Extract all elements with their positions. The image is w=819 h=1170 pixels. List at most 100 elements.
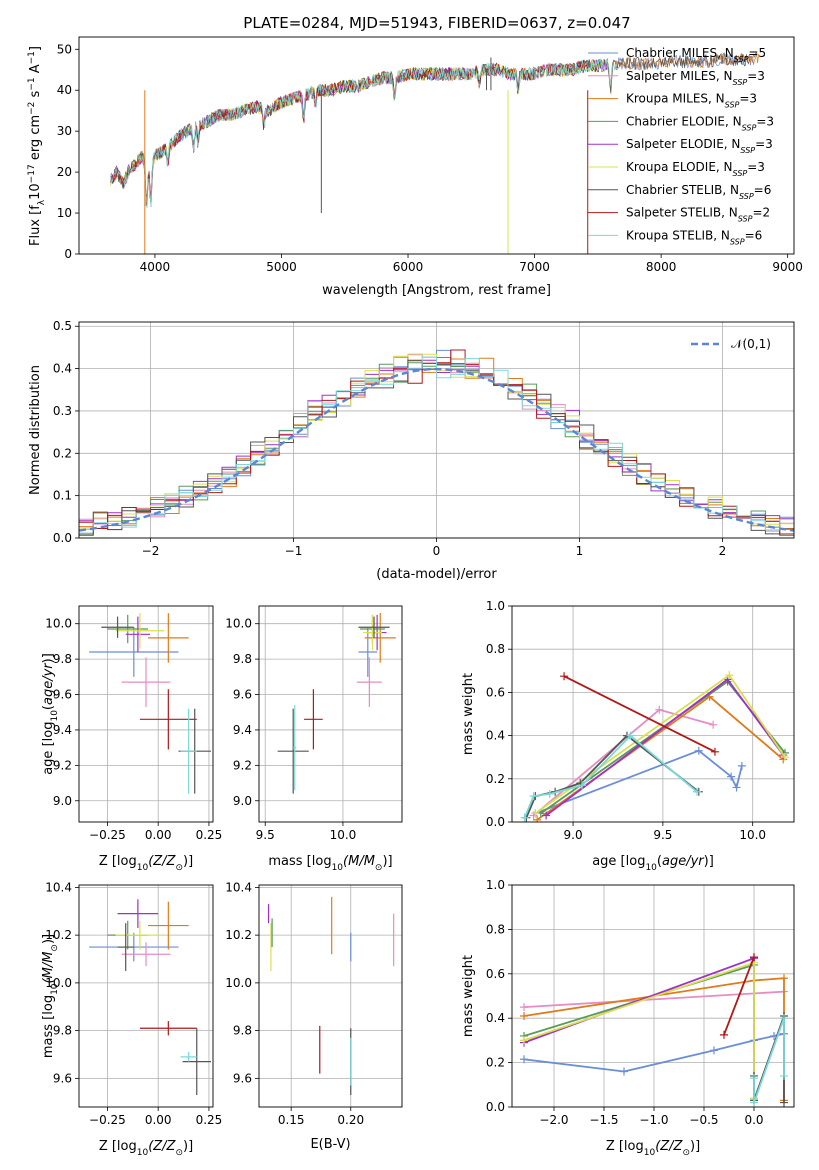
y-axis-label-part: age [log [41, 722, 56, 775]
y-tick-label: 0.6 [486, 685, 505, 699]
x-axis-label-part: ⊙ [682, 1148, 690, 1158]
y-tick-label: 9.8 [53, 1024, 72, 1038]
series-point-0 [694, 746, 703, 755]
x-axis-label-part: (M/M [343, 854, 375, 869]
x-axis-label-part: ⊙ [375, 863, 383, 873]
y-tick-label: 9.2 [53, 758, 72, 772]
series-point-0 [710, 1046, 718, 1055]
legend-nssp: =3 [747, 160, 765, 174]
series-line-0 [535, 749, 743, 815]
y-tick-label: 9.8 [233, 652, 252, 666]
series-point-1 [655, 705, 664, 714]
axes-frame [511, 605, 795, 823]
y-tick-label: 40 [57, 83, 72, 97]
panel-mass-weight-vs-Z: −2.0 −1.5 −1.0 −0.5 0.0 0.0 0.2 0.4 0.6 0.8 1.0 Z [… [461, 878, 795, 1158]
plot-area [79, 322, 794, 538]
y-tick-label: 0.8 [486, 642, 505, 656]
y-tick-label: 10 [57, 206, 72, 220]
series-point-8 [529, 792, 538, 801]
legend-name: Chabrier ELODIE, N [626, 114, 742, 128]
y-axis-label-part: ( [41, 705, 56, 710]
series-point-0 [732, 783, 741, 792]
legend-label-2: Kroupa MILES, NSSP=3 [626, 92, 757, 110]
y-axis-label-part: ] [28, 46, 43, 51]
y-tick-label: 0.8 [486, 922, 505, 936]
legend-label-8: Kroupa STELIB, NSSP=6 [626, 228, 762, 246]
x-axis-label-part: 10 [137, 1148, 149, 1158]
y-tick-label: 9.2 [233, 758, 252, 772]
plot-area [512, 885, 794, 1107]
x-axis-label-part: age/yr [662, 854, 705, 869]
x-axis-label-part: )] [382, 854, 392, 869]
x-axis-label-part: 10 [644, 1148, 656, 1158]
y-tick-label: 10.2 [225, 928, 252, 942]
legend-nssp: =3 [756, 114, 774, 128]
y-tick-label: 20 [57, 165, 72, 179]
x-tick-label: −1.0 [639, 1113, 668, 1127]
y-tick-label: 0.0 [486, 815, 505, 829]
x-tick-label: 5000 [266, 260, 297, 274]
x-tick-label: 4000 [140, 260, 171, 274]
y-tick-label: 9.4 [53, 723, 72, 737]
legend-label-7: Salpeter STELIB, NSSP=2 [626, 206, 770, 224]
legend-nssp: =3 [747, 69, 765, 83]
plot-area [79, 885, 213, 1107]
y-axis-label-part: 10 [50, 710, 60, 722]
x-axis-label: age [log10(age/yr)] [592, 854, 714, 873]
legend-name: Salpeter STELIB, N [626, 206, 738, 220]
x-tick-label: 2 [719, 544, 727, 558]
series-point-1 [709, 720, 718, 729]
x-axis-label-part: (Z/Z [148, 854, 176, 869]
legend-sub: SSP [733, 77, 748, 86]
series-point-2 [520, 1011, 528, 1020]
series-point-8 [780, 1014, 788, 1023]
series-point-0 [520, 1055, 528, 1064]
series-point-0 [620, 1067, 628, 1076]
legend-nssp: =6 [754, 183, 772, 197]
y-tick-label: 0.4 [486, 729, 505, 743]
x-tick-label: 6000 [393, 260, 424, 274]
x-tick-label: 0.15 [278, 1113, 305, 1127]
series-point-8 [750, 1074, 758, 1083]
y-tick-label: 10.0 [45, 976, 72, 990]
legend-name: Salpeter MILES, N [626, 69, 733, 83]
y-tick-label: 0.2 [486, 772, 505, 786]
legend-nssp: =3 [755, 137, 773, 151]
series-point-0 [727, 772, 736, 781]
series-point-8 [578, 781, 587, 790]
series-line-8 [753, 1017, 785, 1103]
y-axis-label: age [log10(age/yr)] [41, 653, 60, 775]
legend-label-6: Chabrier STELIB, NSSP=6 [626, 183, 771, 201]
series-point-7 [710, 747, 719, 756]
axes-frame [511, 884, 795, 1108]
legend-sub: SSP [742, 123, 757, 132]
axes-frame [78, 36, 795, 255]
axes-frame [78, 884, 214, 1108]
y-tick-label: 1.0 [486, 878, 505, 892]
series-line-1 [523, 990, 785, 1008]
x-tick-label: 0 [433, 544, 441, 558]
y-tick-label: 0.2 [486, 1056, 505, 1070]
legend-name: Kroupa ELODIE, N [626, 160, 733, 174]
series-point-2 [780, 974, 788, 983]
panel-age-vs-mass: 9.5 10.0 9.0 9.2 9.4 9.6 9.8 10.0 mass [log10(M/… [225, 605, 403, 873]
y-axis-label-part: λ [37, 199, 47, 205]
figure-title: PLATE=0284, MJD=51943, FIBERID=0637, z=0… [243, 14, 630, 32]
y-tick-label: 0.4 [486, 1011, 505, 1025]
series-point-5 [531, 809, 540, 818]
y-axis-label-part: ⊙ [50, 944, 60, 952]
series-line-7 [563, 675, 716, 753]
y-axis-label-part: −1 [27, 51, 37, 64]
x-tick-label: 10.0 [739, 828, 766, 842]
y-tick-label: 0.3 [53, 404, 72, 418]
y-tick-label: 10.4 [225, 880, 252, 894]
plot-area [512, 606, 794, 822]
y-tick-label: 9.8 [53, 652, 72, 666]
x-tick-label: −0.25 [89, 1113, 126, 1127]
y-tick-label: 10.0 [45, 617, 72, 631]
legend-nssp: =2 [752, 206, 770, 220]
normal-curve [79, 367, 794, 532]
x-axis-label-part: 10 [645, 863, 657, 873]
series-point-6 [780, 1098, 788, 1107]
legend-name: Chabrier STELIB, N [626, 183, 739, 197]
